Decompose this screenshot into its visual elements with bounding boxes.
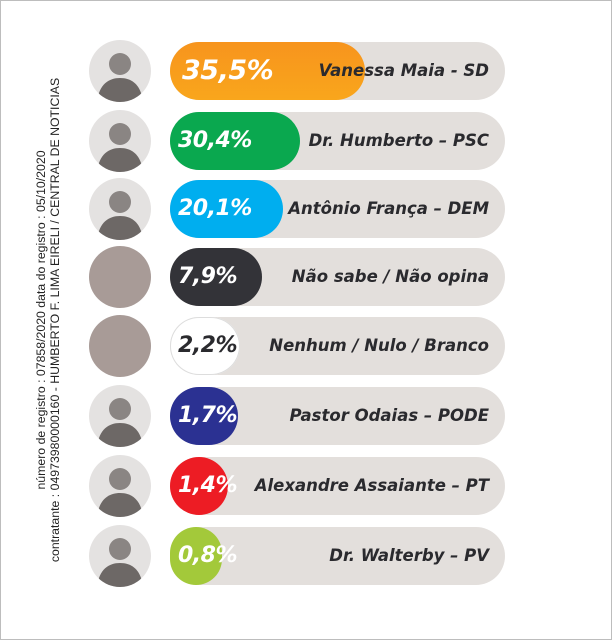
person-photo-icon xyxy=(97,191,143,240)
bar-category-label: Dr. Walterby – PV xyxy=(329,546,489,565)
bar-track: 30,4% Dr. Humberto – PSC xyxy=(170,112,505,170)
candidate-photo xyxy=(89,455,151,517)
bar-value-label: 20,1% xyxy=(178,196,252,221)
candidate-photo xyxy=(89,110,151,172)
bar-row: 0,8% Dr. Walterby – PV xyxy=(0,525,612,587)
person-photo-icon xyxy=(97,398,143,447)
bar-track: 20,1% Antônio França – DEM xyxy=(170,180,505,238)
bar-row: 7,9% Não sabe / Não opina xyxy=(0,246,612,308)
bar-value-label: 7,9% xyxy=(178,264,238,289)
bar-value-label: 1,7% xyxy=(178,403,238,428)
bar-category-label: Nenhum / Nulo / Branco xyxy=(269,336,489,355)
bar-fill xyxy=(170,527,222,585)
person-photo-icon xyxy=(97,53,143,102)
candidate-photo xyxy=(89,385,151,447)
candidate-photo xyxy=(89,178,151,240)
bar-track: 1,7% Pastor Odaias – PODE xyxy=(170,387,505,445)
bar-fill xyxy=(170,317,240,375)
bar-category-label: Dr. Humberto – PSC xyxy=(308,131,489,150)
candidate-photo xyxy=(89,525,151,587)
bar-row: 20,1% Antônio França – DEM xyxy=(0,178,612,240)
placeholder-circle xyxy=(89,315,151,377)
bar-row: 35,5% Vanessa Maia - SD xyxy=(0,40,612,102)
bar-value-label: 1,4% xyxy=(178,473,238,498)
bar-fill xyxy=(170,248,262,306)
bar-fill xyxy=(170,457,228,515)
bar-track: 1,4% Alexandre Assaiante – PT xyxy=(170,457,505,515)
person-photo-icon xyxy=(97,123,143,172)
bar-fill xyxy=(170,112,300,170)
bar-value-label: 2,2% xyxy=(178,333,238,358)
bar-track: 2,2% Nenhum / Nulo / Branco xyxy=(170,317,505,375)
bar-fill xyxy=(170,42,365,100)
person-photo-icon xyxy=(97,468,143,517)
bar-category-label: Alexandre Assaiante – PT xyxy=(254,476,489,495)
bar-track: 7,9% Não sabe / Não opina xyxy=(170,248,505,306)
bar-row: 1,7% Pastor Odaias – PODE xyxy=(0,385,612,447)
bar-value-label: 0,8% xyxy=(178,543,238,568)
bar-row: 1,4% Alexandre Assaiante – PT xyxy=(0,455,612,517)
bar-fill xyxy=(170,180,283,238)
bar-row: 30,4% Dr. Humberto – PSC xyxy=(0,110,612,172)
bar-fill xyxy=(170,387,238,445)
bar-row: 2,2% Nenhum / Nulo / Branco xyxy=(0,315,612,377)
bar-category-label: Não sabe / Não opina xyxy=(291,267,489,286)
bar-track: 35,5% Vanessa Maia - SD xyxy=(170,42,505,100)
bar-value-label: 30,4% xyxy=(178,128,252,153)
person-photo-icon xyxy=(97,538,143,587)
bar-category-label: Vanessa Maia - SD xyxy=(318,61,489,80)
bar-category-label: Pastor Odaias – PODE xyxy=(289,406,489,425)
bar-category-label: Antônio França – DEM xyxy=(288,199,489,218)
bar-track: 0,8% Dr. Walterby – PV xyxy=(170,527,505,585)
bar-value-label: 35,5% xyxy=(182,55,274,86)
candidate-photo xyxy=(89,40,151,102)
placeholder-circle xyxy=(89,246,151,308)
